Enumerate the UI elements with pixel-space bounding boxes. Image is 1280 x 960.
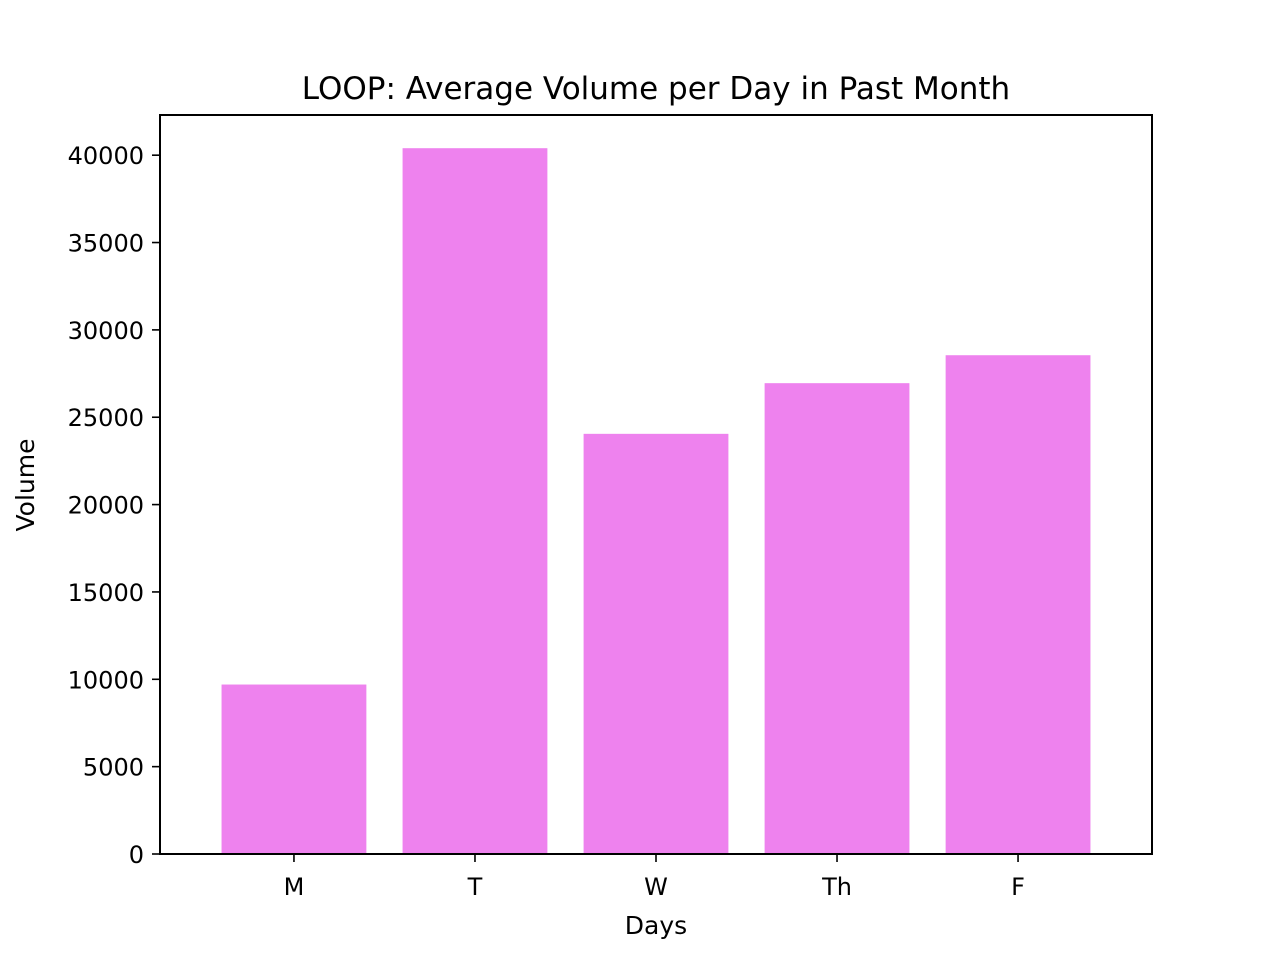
bar-t xyxy=(402,148,548,854)
y-axis-ticks: 0 5000 10000 15000 20000 25000 30000 35000 40000 xyxy=(68,142,160,869)
y-tick-label: 40000 xyxy=(68,142,144,170)
x-tick-label: M xyxy=(284,873,305,901)
y-tick-label: 10000 xyxy=(68,666,144,694)
y-tick-label: 15000 xyxy=(68,579,144,607)
y-tick-label: 20000 xyxy=(68,492,144,520)
x-axis-label: Days xyxy=(625,911,687,940)
bar-th xyxy=(764,383,910,854)
bars-group xyxy=(221,148,1091,854)
bar-f xyxy=(945,355,1091,854)
y-tick-label: 0 xyxy=(129,841,144,869)
y-tick-label: 5000 xyxy=(83,754,144,782)
x-tick-label: W xyxy=(644,873,668,901)
x-tick-label: F xyxy=(1011,873,1025,901)
y-tick-label: 35000 xyxy=(68,230,144,258)
x-tick-label: T xyxy=(467,873,483,901)
x-axis-ticks: M T W Th F xyxy=(284,854,1025,901)
x-tick-label: Th xyxy=(821,873,852,901)
plot-area-frame xyxy=(159,114,1153,855)
bar-w xyxy=(583,433,729,854)
bar-m xyxy=(221,684,367,854)
chart-title: LOOP: Average Volume per Day in Past Mon… xyxy=(302,71,1010,107)
y-tick-label: 30000 xyxy=(68,317,144,345)
y-tick-label: 25000 xyxy=(68,404,144,432)
y-axis-label: Volume xyxy=(11,439,40,532)
